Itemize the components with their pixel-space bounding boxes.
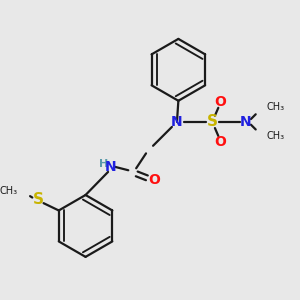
Text: CH₃: CH₃ [0,186,17,196]
Text: O: O [214,135,226,149]
Text: CH₃: CH₃ [267,102,285,112]
Text: S: S [33,192,44,207]
Text: N: N [171,115,183,129]
Text: S: S [207,114,218,129]
Text: O: O [214,94,226,109]
Text: N: N [105,160,116,174]
Text: O: O [148,173,160,187]
Text: CH₃: CH₃ [267,131,285,142]
Text: H: H [99,158,108,169]
Text: N: N [240,115,252,129]
